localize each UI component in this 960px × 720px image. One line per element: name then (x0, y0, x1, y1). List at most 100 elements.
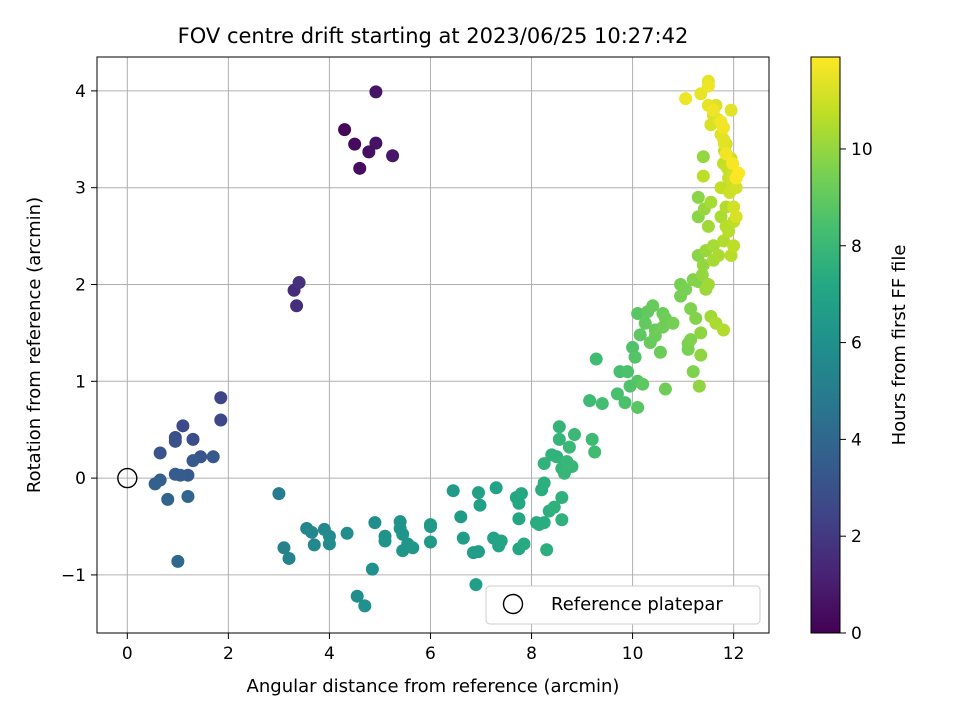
data-point (565, 459, 579, 473)
data-point (338, 123, 352, 137)
data-point (696, 169, 710, 183)
data-point (456, 531, 470, 545)
data-point (537, 457, 551, 471)
data-point (653, 345, 667, 359)
data-point (340, 526, 354, 540)
data-point (369, 85, 383, 99)
data-point (729, 181, 743, 195)
data-point (717, 323, 731, 337)
data-point (307, 538, 321, 552)
data-point (686, 365, 700, 379)
scatter-points (148, 74, 746, 613)
data-point (446, 484, 460, 498)
x-tick-label: 0 (122, 644, 133, 664)
legend-marker (502, 593, 524, 615)
data-point (292, 276, 306, 290)
legend: Reference platepar (485, 585, 761, 625)
data-point (489, 481, 503, 495)
data-point (701, 277, 715, 291)
data-point (148, 477, 162, 491)
data-point (454, 510, 468, 524)
data-point (621, 365, 635, 379)
data-point (540, 543, 554, 557)
x-tick-label: 12 (723, 644, 745, 664)
y-tick-label: 3 (75, 179, 86, 199)
data-point (517, 537, 531, 551)
y-axis-label: Rotation from reference (arcmin) (24, 197, 45, 493)
x-tick-label: 10 (622, 644, 644, 664)
y-tick-label: −1 (61, 566, 86, 586)
data-point (368, 516, 382, 530)
data-point (173, 468, 187, 482)
data-point (176, 419, 190, 433)
data-point (719, 147, 733, 161)
data-point (358, 599, 372, 613)
data-point (567, 428, 581, 442)
data-point (186, 454, 200, 468)
data-point (694, 348, 708, 362)
x-tick-label: 4 (324, 644, 335, 664)
y-tick-label: 0 (75, 469, 86, 489)
data-point (562, 440, 576, 454)
data-point (348, 137, 362, 151)
data-point (666, 316, 680, 330)
data-point (729, 210, 743, 224)
colorbar-ticks: 0 2 4 6 8 10 (840, 140, 873, 644)
data-point (648, 329, 662, 343)
x-tick-label: 8 (526, 644, 537, 664)
y-axis-ticks: −1 0 1 2 3 4 (61, 82, 97, 586)
data-point (365, 562, 379, 576)
data-point (214, 413, 228, 427)
data-point (552, 420, 566, 434)
data-point (396, 527, 410, 541)
colorbar-tick-label: 10 (851, 140, 873, 160)
data-point (305, 525, 319, 539)
data-point (704, 195, 718, 209)
data-point (727, 239, 741, 253)
data-point (684, 302, 698, 316)
data-point (694, 326, 708, 340)
data-point (628, 350, 642, 364)
plot-frame (96, 56, 770, 634)
data-point (679, 282, 693, 296)
data-point (537, 516, 551, 530)
data-point (722, 224, 736, 238)
data-point (631, 400, 645, 414)
data-point (718, 137, 732, 151)
data-point (636, 377, 650, 391)
data-point (646, 299, 660, 313)
reference-point (117, 467, 138, 489)
data-point (631, 307, 645, 321)
data-point (350, 589, 364, 603)
data-point (691, 190, 705, 204)
data-point (494, 534, 508, 548)
x-tick-label: 6 (425, 644, 436, 664)
data-point (658, 382, 672, 396)
data-point (423, 520, 437, 534)
data-point (724, 103, 738, 117)
data-point (282, 551, 296, 565)
y-tick-label: 4 (75, 82, 86, 102)
data-point (618, 396, 632, 410)
colorbar-label: Hours from first FF file (889, 245, 910, 446)
y-tick-label: 2 (75, 275, 86, 295)
data-point (585, 432, 599, 446)
x-tick-label: 2 (223, 644, 234, 664)
data-point (186, 432, 200, 446)
data-point (469, 578, 483, 592)
x-axis-label: Angular distance from reference (arcmin) (247, 676, 620, 697)
data-point (689, 311, 703, 325)
legend-label: Reference platepar (551, 594, 723, 615)
data-point (638, 316, 652, 330)
data-point (732, 166, 746, 180)
data-point (214, 391, 228, 405)
data-point (277, 541, 291, 555)
data-point (684, 333, 698, 347)
data-point (514, 487, 528, 501)
grid (97, 57, 769, 633)
data-point (633, 328, 647, 342)
data-point (695, 268, 709, 282)
data-point (161, 492, 175, 506)
data-point (714, 210, 728, 224)
